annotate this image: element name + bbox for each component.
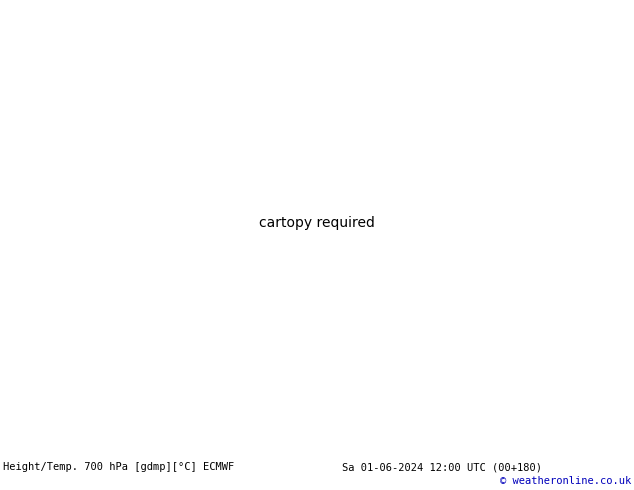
Text: Sa 01-06-2024 12:00 UTC (00+180): Sa 01-06-2024 12:00 UTC (00+180) <box>342 463 542 472</box>
Text: Height/Temp. 700 hPa [gdmp][°C] ECMWF: Height/Temp. 700 hPa [gdmp][°C] ECMWF <box>3 463 235 472</box>
Text: cartopy required: cartopy required <box>259 216 375 230</box>
Text: © weatheronline.co.uk: © weatheronline.co.uk <box>500 476 631 486</box>
